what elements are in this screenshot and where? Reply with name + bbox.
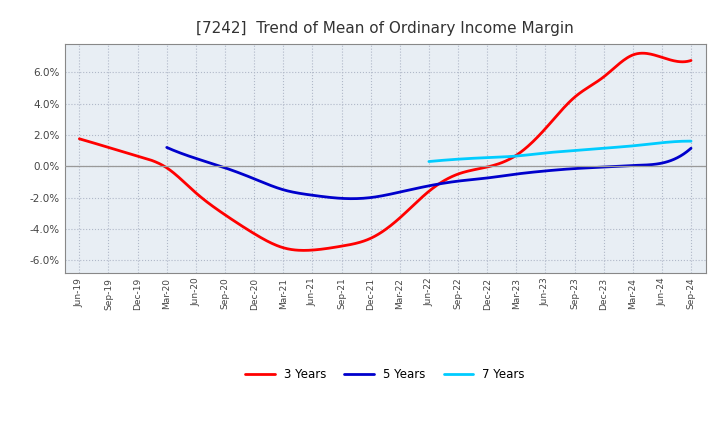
5 Years (675, 154, 684, 159)
3 Years (75, 136, 84, 141)
7 Years (687, 139, 696, 144)
5 Years (413, 186, 421, 191)
5 Years (475, 176, 484, 181)
5 Years (163, 145, 171, 150)
3 Years (687, 58, 696, 63)
5 Years (593, 165, 602, 170)
7 Years (639, 142, 648, 147)
7 Years (580, 147, 589, 152)
Line: 3 Years: 3 Years (79, 53, 691, 250)
7 Years (567, 148, 575, 154)
3 Years (371, 234, 379, 239)
3 Years (366, 235, 375, 241)
Line: 7 Years: 7 Years (429, 141, 691, 161)
3 Years (638, 51, 647, 56)
7 Years (549, 150, 558, 155)
Title: [7242]  Trend of Mean of Ordinary Income Margin: [7242] Trend of Mean of Ordinary Income … (197, 21, 574, 36)
3 Years (675, 59, 683, 64)
5 Years (687, 146, 696, 151)
7 Years (551, 150, 559, 155)
3 Years (577, 89, 586, 94)
Legend: 3 Years, 5 Years, 7 Years: 3 Years, 5 Years, 7 Years (240, 363, 530, 386)
3 Years (300, 248, 308, 253)
3 Years (441, 178, 449, 183)
7 Years (685, 139, 693, 144)
Line: 5 Years: 5 Years (167, 147, 691, 199)
5 Years (447, 180, 456, 185)
3 Years (408, 204, 416, 209)
7 Years (425, 159, 433, 164)
5 Years (415, 185, 424, 190)
5 Years (347, 196, 356, 202)
7 Years (680, 139, 689, 144)
